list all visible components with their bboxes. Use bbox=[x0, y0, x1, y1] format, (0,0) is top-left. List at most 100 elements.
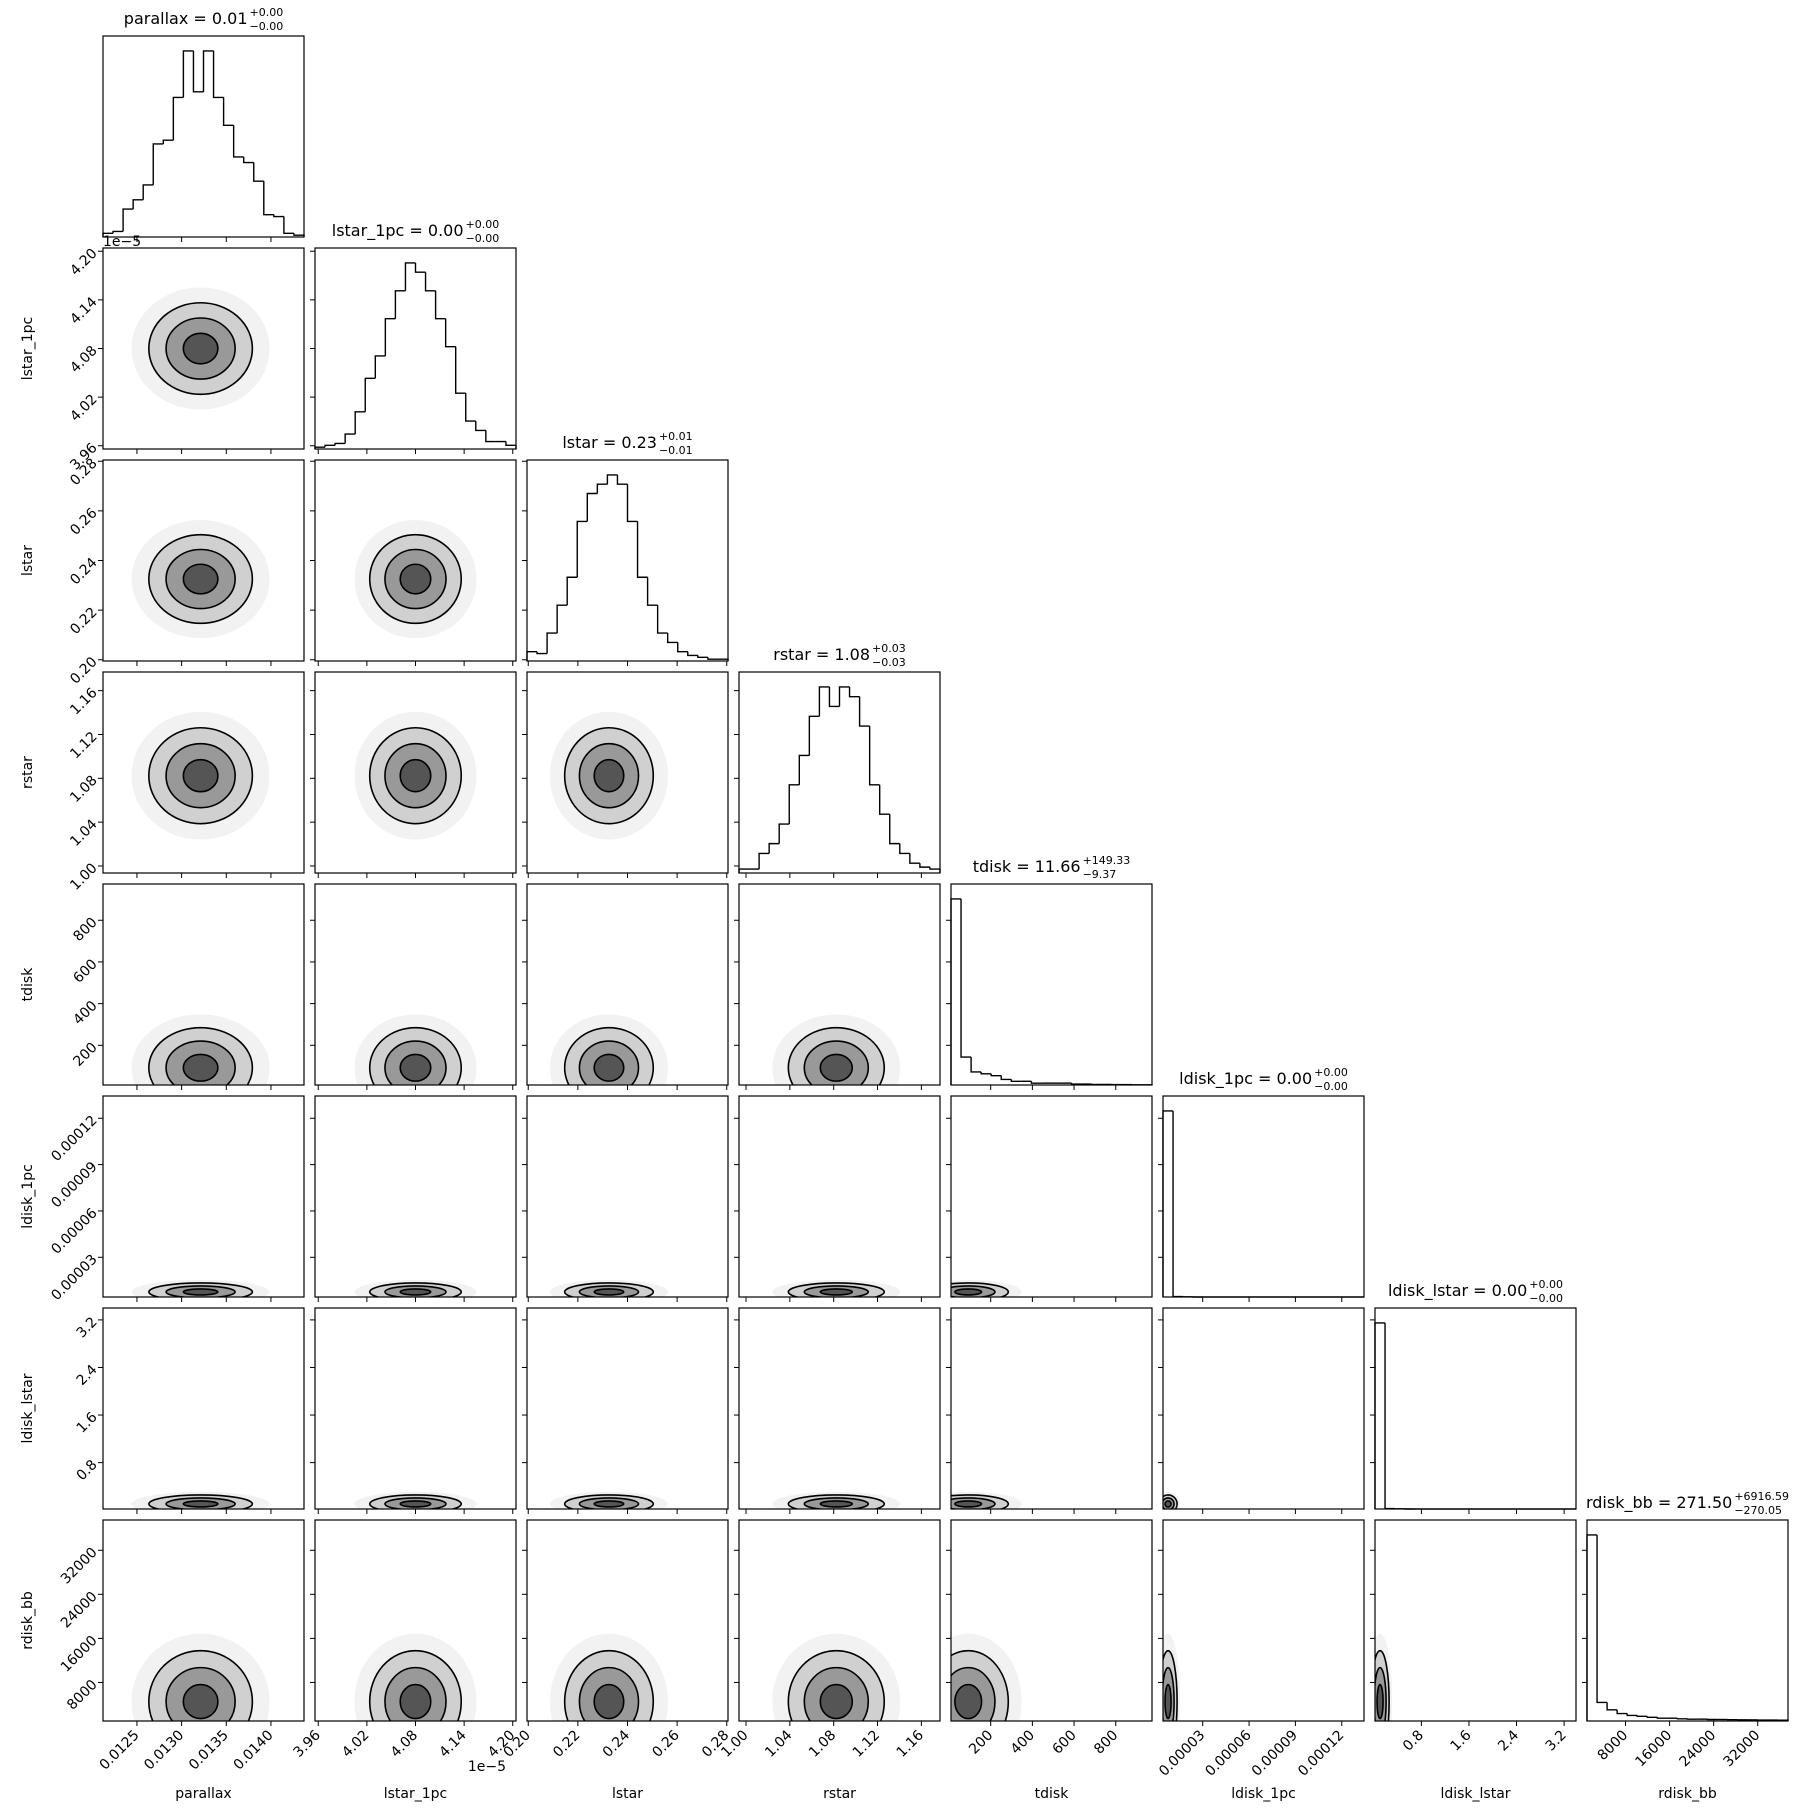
panel-frame bbox=[102, 883, 305, 1086]
density-panel bbox=[734, 1307, 941, 1514]
histogram-bin bbox=[616, 474, 628, 485]
histogram-bin bbox=[646, 577, 658, 606]
x-tick-label: 400 bbox=[1008, 1727, 1038, 1757]
histogram-bin bbox=[889, 814, 900, 845]
y-axis-label: lstar_1pc bbox=[20, 317, 36, 381]
histogram-bin bbox=[576, 520, 588, 578]
histogram-bin bbox=[677, 642, 688, 653]
y-tick-label: 1.16 bbox=[67, 685, 100, 718]
title-lower-error: −0.00 bbox=[1314, 1080, 1348, 1093]
panel-title: tdisk = 11.66 bbox=[973, 857, 1081, 876]
panel-frame bbox=[1374, 1307, 1577, 1510]
histogram-bin bbox=[1596, 1534, 1608, 1704]
x-tick-label: 0.24 bbox=[600, 1727, 633, 1760]
panel-title: ldisk_1pc = 0.00 bbox=[1179, 1069, 1312, 1089]
contour bbox=[182, 563, 219, 595]
title-lower-error: −0.03 bbox=[872, 656, 906, 669]
panel-title: rstar = 1.08 bbox=[773, 645, 870, 664]
x-tick-label: 800 bbox=[1091, 1727, 1121, 1757]
x-axis-label: lstar_1pc bbox=[384, 1786, 448, 1802]
panel-title: lstar = 0.23 bbox=[562, 433, 657, 452]
contours bbox=[131, 1279, 270, 1297]
panel-frame bbox=[738, 1519, 941, 1722]
x-tick-label: 1.16 bbox=[894, 1727, 927, 1760]
y-tick-label: 1.08 bbox=[67, 773, 100, 806]
y-tick-label: 600 bbox=[70, 956, 100, 986]
contour bbox=[593, 1500, 625, 1508]
histogram-bin bbox=[626, 484, 638, 523]
histogram-bin bbox=[707, 657, 718, 660]
contours bbox=[549, 1014, 669, 1085]
title-upper-error: +0.00 bbox=[466, 218, 500, 231]
histogram-bin bbox=[222, 97, 234, 127]
contours bbox=[131, 1014, 270, 1085]
histogram-panel: lstar = 0.23 +0.01−0.01 bbox=[522, 430, 729, 666]
histogram-bin bbox=[546, 632, 558, 654]
contours bbox=[131, 711, 270, 840]
density-panel bbox=[946, 1095, 1153, 1302]
contour bbox=[399, 758, 432, 793]
x-axis-label: rdisk_bb bbox=[1658, 1786, 1717, 1802]
contour bbox=[593, 1053, 625, 1082]
histogram-bin bbox=[1070, 1083, 1082, 1085]
contour bbox=[954, 1500, 983, 1508]
x-tick-label: 200 bbox=[966, 1727, 996, 1757]
contour bbox=[1164, 1683, 1172, 1720]
y-tick-label: 200 bbox=[70, 1040, 100, 1070]
histogram-bin bbox=[667, 633, 678, 644]
histogram-bin bbox=[586, 492, 598, 522]
histogram-bin bbox=[253, 162, 264, 182]
contours bbox=[549, 711, 669, 840]
y-tick-label: 4.20 bbox=[67, 246, 100, 279]
y-tick-label: 1.00 bbox=[67, 860, 100, 893]
density-panel bbox=[310, 1307, 517, 1514]
histogram-panel: lstar_1pc = 0.00 +0.00−0.00 bbox=[310, 218, 517, 454]
density-panel bbox=[734, 883, 941, 1090]
panel-title: lstar_1pc = 0.00 bbox=[332, 221, 464, 241]
contours bbox=[354, 1633, 477, 1721]
contours bbox=[772, 1491, 901, 1509]
density-panel bbox=[310, 459, 517, 666]
contours bbox=[131, 1633, 270, 1721]
contour bbox=[182, 1053, 219, 1082]
y-tick-label: 32000 bbox=[58, 1545, 101, 1588]
contour bbox=[399, 1500, 432, 1508]
panel-frame bbox=[314, 1095, 517, 1298]
histogram-bin bbox=[1030, 1081, 1042, 1084]
contours bbox=[354, 1491, 477, 1509]
histogram-bin bbox=[808, 715, 820, 756]
contours bbox=[1163, 1633, 1181, 1721]
title-upper-error: +0.00 bbox=[1529, 1278, 1563, 1291]
x-tick-label: 24000 bbox=[1677, 1727, 1720, 1770]
histogram-bin bbox=[1162, 1110, 1174, 1297]
title-upper-error: +0.00 bbox=[250, 6, 284, 19]
histogram-bin bbox=[394, 290, 406, 319]
y-tick-label: 1.04 bbox=[67, 816, 100, 849]
histogram-panel: rdisk_bb = 271.50 +6916.59−270.05 8000 1600… bbox=[1582, 1490, 1789, 1770]
contours bbox=[354, 519, 477, 639]
contour bbox=[819, 1500, 854, 1508]
histogram-bin bbox=[283, 216, 294, 234]
panel-frame bbox=[1162, 1519, 1365, 1722]
x-tick-label: 0.00006 bbox=[1202, 1727, 1254, 1779]
histogram-bin bbox=[697, 655, 708, 658]
histogram-bin bbox=[990, 1073, 1002, 1077]
density-panel: 0.200.220.240.260.28 bbox=[67, 456, 305, 687]
panel-frame bbox=[526, 1095, 729, 1298]
title-lower-error: −9.37 bbox=[1083, 868, 1117, 881]
histogram-bin bbox=[465, 393, 476, 422]
panel-title: rdisk_bb = 271.50 bbox=[1586, 1493, 1732, 1513]
contour bbox=[182, 1288, 219, 1296]
y-axis-label: rstar bbox=[20, 756, 36, 789]
y-axis-label: ldisk_lstar bbox=[20, 1373, 36, 1443]
y-tick-label: 2.4 bbox=[74, 1362, 101, 1389]
contour bbox=[1376, 1683, 1384, 1720]
density-panel bbox=[310, 1095, 517, 1302]
x-axis-label: lstar bbox=[612, 1786, 643, 1802]
histogram-panel: ldisk_1pc = 0.00 +0.00−0.00 bbox=[1158, 1066, 1365, 1302]
density-panel bbox=[1158, 1307, 1365, 1514]
histogram-bin bbox=[485, 430, 496, 443]
